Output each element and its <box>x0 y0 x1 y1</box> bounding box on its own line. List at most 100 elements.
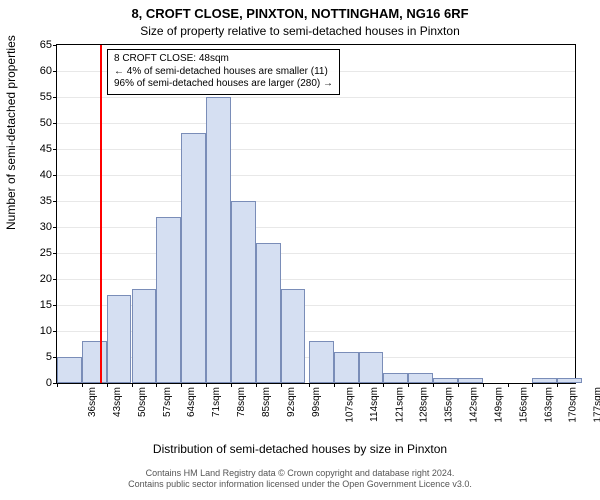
x-tick-label: 156sqm <box>518 387 529 423</box>
x-tick-label: 107sqm <box>344 387 355 423</box>
histogram-bar <box>181 133 206 383</box>
x-tick-mark <box>309 383 310 387</box>
x-tick-mark <box>458 383 459 387</box>
x-tick-mark <box>334 383 335 387</box>
x-tick-label: 128sqm <box>419 387 430 423</box>
histogram-bar <box>359 352 384 383</box>
x-tick-label: 142sqm <box>469 387 480 423</box>
histogram-bar <box>82 341 107 383</box>
gridline <box>57 279 575 280</box>
histogram-bar <box>256 243 281 383</box>
x-tick-label: 177sqm <box>593 387 600 423</box>
histogram-bar <box>557 378 582 383</box>
histogram-bar <box>334 352 359 383</box>
x-tick-label: 135sqm <box>444 387 455 423</box>
x-tick-label: 114sqm <box>369 387 380 422</box>
annotation-line: 8 CROFT CLOSE: 48sqm <box>114 53 333 66</box>
x-tick-mark <box>231 383 232 387</box>
chart-container: 8, CROFT CLOSE, PINXTON, NOTTINGHAM, NG1… <box>0 0 600 500</box>
reference-line <box>100 45 102 383</box>
x-tick-mark <box>408 383 409 387</box>
x-axis-label: Distribution of semi-detached houses by … <box>0 442 600 456</box>
histogram-bar <box>231 201 256 383</box>
histogram-bar <box>408 373 433 383</box>
gridline <box>57 123 575 124</box>
histogram-bar <box>206 97 231 383</box>
histogram-bar <box>383 373 408 383</box>
x-tick-label: 71sqm <box>211 387 222 417</box>
y-tick-label: 10 <box>40 325 52 337</box>
y-tick-mark <box>53 123 57 124</box>
gridline <box>57 227 575 228</box>
y-tick-label: 50 <box>40 117 52 129</box>
x-tick-label: 99sqm <box>311 387 322 417</box>
x-tick-label: 50sqm <box>137 387 148 417</box>
x-tick-label: 36sqm <box>87 387 98 417</box>
y-tick-mark <box>53 175 57 176</box>
x-tick-mark <box>532 383 533 387</box>
plot-area: 0510152025303540455055606536sqm43sqm50sq… <box>56 44 576 384</box>
gridline <box>57 253 575 254</box>
histogram-bar <box>433 378 458 383</box>
y-tick-label: 20 <box>40 273 52 285</box>
gridline <box>57 201 575 202</box>
y-tick-label: 40 <box>40 169 52 181</box>
y-tick-label: 15 <box>40 299 52 311</box>
y-tick-label: 0 <box>46 377 52 389</box>
y-tick-mark <box>53 305 57 306</box>
x-tick-mark <box>508 383 509 387</box>
x-tick-label: 149sqm <box>493 387 504 423</box>
histogram-bar <box>458 378 483 383</box>
annotation-line: 96% of semi-detached houses are larger (… <box>114 78 333 91</box>
annotation-line: ← 4% of semi-detached houses are smaller… <box>114 66 333 79</box>
y-tick-label: 5 <box>46 351 52 363</box>
y-tick-label: 25 <box>40 247 52 259</box>
x-tick-mark <box>206 383 207 387</box>
histogram-bar <box>281 289 306 383</box>
x-tick-mark <box>383 383 384 387</box>
x-tick-label: 64sqm <box>186 387 197 417</box>
y-tick-mark <box>53 227 57 228</box>
gridline <box>57 149 575 150</box>
x-tick-mark <box>132 383 133 387</box>
y-tick-label: 60 <box>40 65 52 77</box>
histogram-bar <box>107 295 132 383</box>
x-tick-label: 92sqm <box>286 387 297 417</box>
x-tick-mark <box>483 383 484 387</box>
x-tick-mark <box>256 383 257 387</box>
y-tick-label: 45 <box>40 143 52 155</box>
gridline <box>57 97 575 98</box>
x-tick-mark <box>107 383 108 387</box>
y-tick-label: 35 <box>40 195 52 207</box>
y-axis-label: Number of semi-detached properties <box>4 35 18 230</box>
x-tick-label: 170sqm <box>568 387 579 423</box>
y-tick-label: 55 <box>40 91 52 103</box>
y-tick-mark <box>53 45 57 46</box>
y-tick-mark <box>53 97 57 98</box>
y-tick-label: 65 <box>40 39 52 51</box>
x-tick-label: 121sqm <box>394 387 405 423</box>
histogram-bar <box>57 357 82 383</box>
x-tick-label: 78sqm <box>236 387 247 417</box>
y-tick-mark <box>53 331 57 332</box>
annotation-box: 8 CROFT CLOSE: 48sqm← 4% of semi-detache… <box>107 49 340 95</box>
histogram-bar <box>132 289 157 383</box>
y-tick-mark <box>53 279 57 280</box>
y-tick-mark <box>53 253 57 254</box>
x-tick-mark <box>433 383 434 387</box>
x-tick-label: 57sqm <box>162 387 173 417</box>
copyright-line2: Contains public sector information licen… <box>0 479 600 490</box>
y-tick-label: 30 <box>40 221 52 233</box>
gridline <box>57 175 575 176</box>
x-tick-mark <box>181 383 182 387</box>
x-tick-label: 85sqm <box>261 387 272 417</box>
x-tick-mark <box>57 383 58 387</box>
x-tick-mark <box>557 383 558 387</box>
x-tick-mark <box>281 383 282 387</box>
chart-title-line2: Size of property relative to semi-detach… <box>0 24 600 38</box>
histogram-bar <box>532 378 557 383</box>
histogram-bar <box>156 217 181 383</box>
histogram-bar <box>309 341 334 383</box>
y-tick-mark <box>53 71 57 72</box>
copyright-line1: Contains HM Land Registry data © Crown c… <box>0 468 600 479</box>
